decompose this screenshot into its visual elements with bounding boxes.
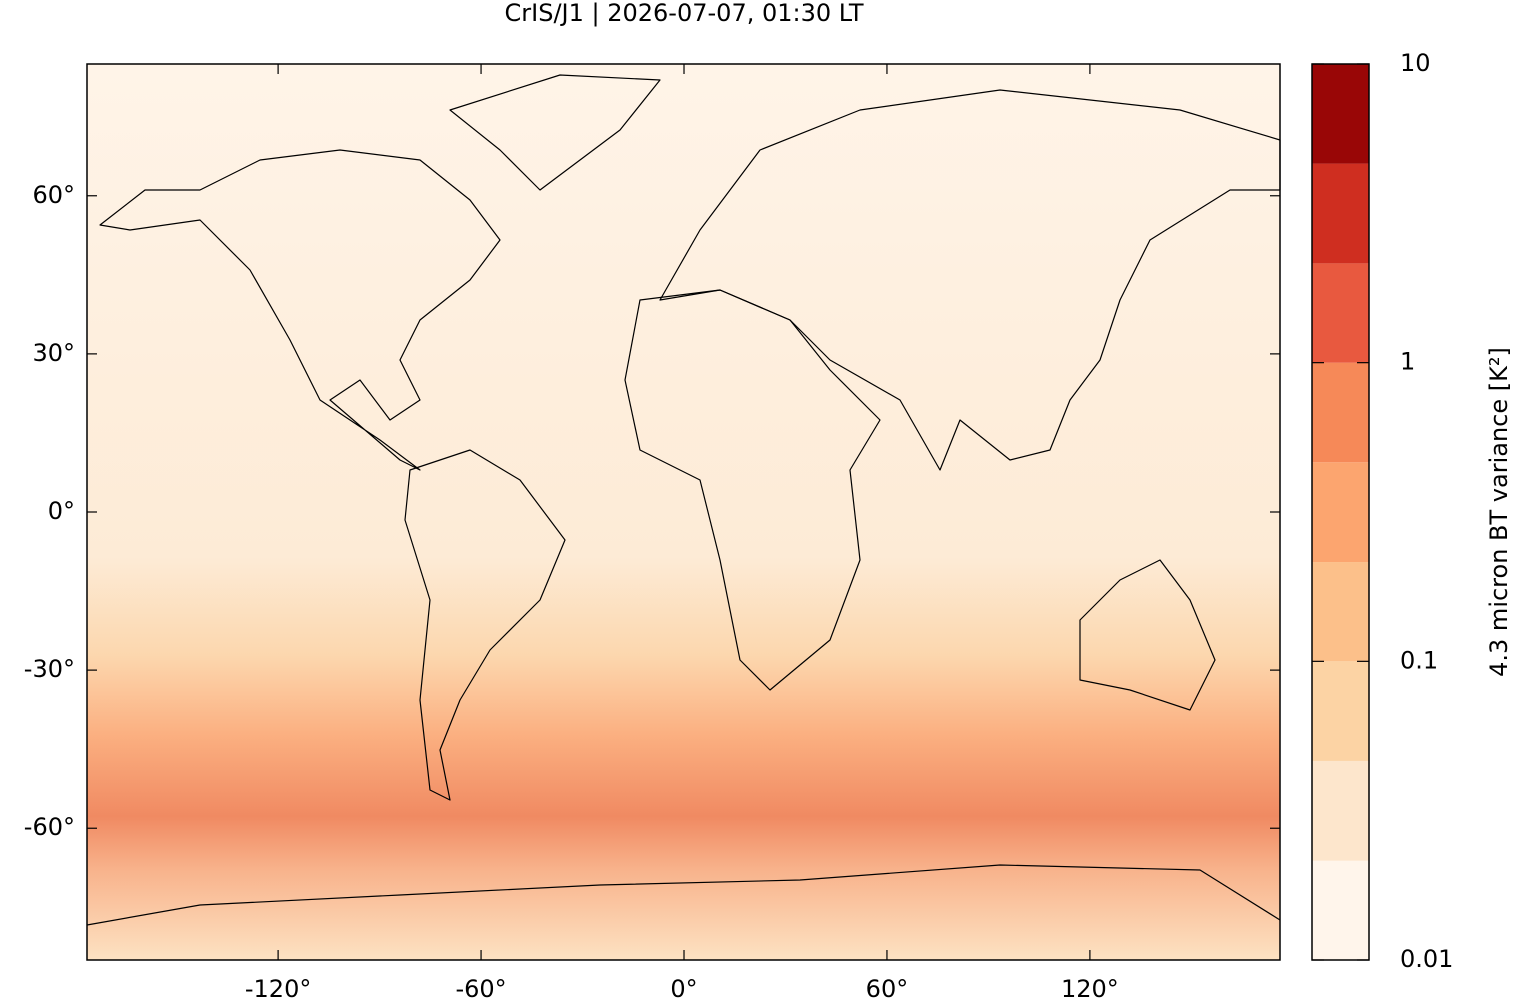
coast-africa bbox=[624, 289, 881, 691]
colorbar-bin bbox=[1312, 562, 1369, 662]
coast-south-america bbox=[404, 449, 566, 801]
coast-greenland bbox=[449, 74, 661, 191]
y-tick-label: 0° bbox=[48, 497, 75, 525]
colorbar-bin bbox=[1312, 462, 1369, 563]
x-tick-label: -60° bbox=[455, 975, 506, 1002]
colorbar-tick-label: 0.1 bbox=[1400, 646, 1438, 674]
colorbar-bin bbox=[1312, 860, 1369, 960]
coast-antarctica bbox=[86, 864, 1281, 926]
y-tick-label: -60° bbox=[24, 813, 75, 841]
coast-australia bbox=[1079, 559, 1216, 711]
coast-eurasia bbox=[659, 89, 1281, 471]
colorbar-bin bbox=[1312, 163, 1369, 264]
colorbar-bin bbox=[1312, 760, 1369, 861]
chart-title: CrIS/J1 | 2026-07-07, 01:30 LT bbox=[505, 0, 864, 27]
variance-field bbox=[87, 64, 1280, 960]
x-tick-label: 0° bbox=[670, 975, 697, 1002]
colorbar-tick-label: 1 bbox=[1400, 348, 1415, 376]
y-tick-label: 60° bbox=[32, 181, 75, 209]
colorbar-tick-label: 10 bbox=[1400, 49, 1431, 77]
coastlines bbox=[86, 74, 1281, 926]
colorbar-bin bbox=[1312, 64, 1369, 164]
colorbar-bin bbox=[1312, 661, 1369, 761]
y-tick-label: -30° bbox=[24, 655, 75, 683]
coast-north-america bbox=[99, 149, 501, 471]
x-tick-label: 60° bbox=[866, 975, 909, 1002]
colorbar-tick-label: 0.01 bbox=[1400, 945, 1453, 973]
colorbar-label: 4.3 micron BT variance [K²] bbox=[1485, 347, 1513, 677]
colorbar-bin bbox=[1312, 263, 1369, 363]
x-tick-label: 120° bbox=[1061, 975, 1119, 1002]
colorbar-frame bbox=[1311, 63, 1370, 961]
x-tick-label: -120° bbox=[245, 975, 311, 1002]
y-tick-label: 30° bbox=[32, 339, 75, 367]
colorbar-bin bbox=[1312, 362, 1369, 463]
